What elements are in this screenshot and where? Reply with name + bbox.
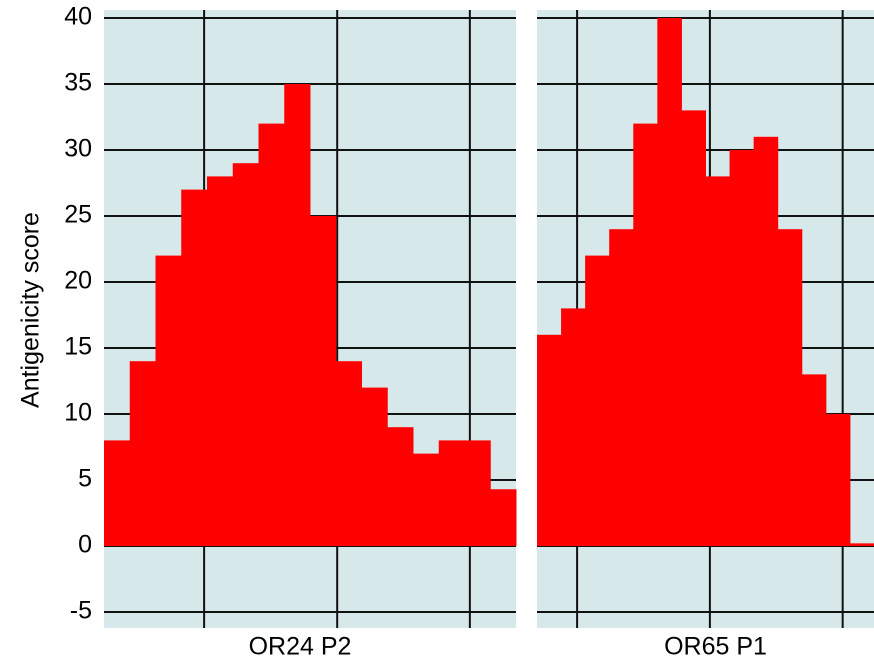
bar <box>181 189 208 546</box>
y-tick-label: 40 <box>64 3 92 31</box>
x-axis-label: OR24 P2 <box>249 633 352 661</box>
bar <box>335 361 362 546</box>
bar <box>801 374 827 546</box>
bar <box>104 440 131 546</box>
bar <box>849 543 874 546</box>
bar <box>585 255 610 546</box>
y-tick-label: 35 <box>64 69 92 97</box>
bar <box>232 163 259 546</box>
bar <box>633 123 658 546</box>
bar <box>705 176 731 546</box>
bar <box>258 123 285 546</box>
bar <box>464 440 491 546</box>
bar <box>729 150 755 546</box>
bar <box>561 308 586 546</box>
bar <box>753 136 779 547</box>
bar <box>129 361 156 546</box>
bar <box>361 387 388 546</box>
bar <box>310 216 337 546</box>
y-tick-label: 0 <box>78 531 92 559</box>
bar <box>438 440 465 546</box>
bar <box>155 255 182 546</box>
y-tick-label: 5 <box>78 465 92 493</box>
y-tick-label: 20 <box>64 267 92 295</box>
x-axis-label: OR65 P1 <box>664 633 767 661</box>
y-tick-label: 30 <box>64 135 92 163</box>
bar <box>207 176 234 546</box>
bar <box>609 229 634 546</box>
bar <box>413 453 440 546</box>
y-tick-label: 10 <box>64 399 92 427</box>
bar <box>387 427 414 546</box>
y-axis-label: Antigenicity score <box>17 212 45 408</box>
y-tick-label: -5 <box>70 597 92 625</box>
bar <box>284 84 311 546</box>
bar <box>777 229 803 546</box>
bar <box>657 18 682 546</box>
bar <box>537 334 562 546</box>
y-tick-label: 15 <box>64 333 92 361</box>
y-tick-label: 25 <box>64 201 92 229</box>
bar <box>681 110 706 547</box>
bar <box>825 414 851 546</box>
bar <box>490 489 517 546</box>
